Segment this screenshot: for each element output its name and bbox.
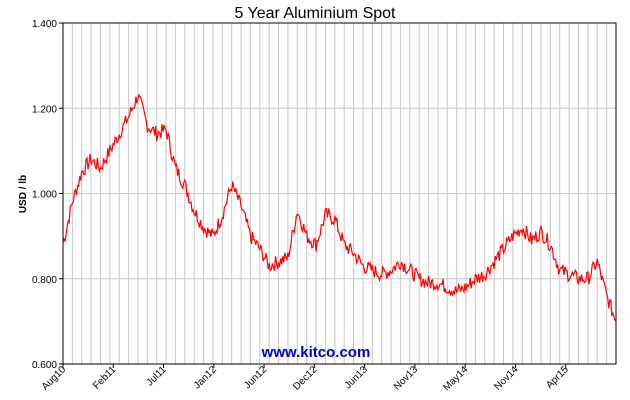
y-tick-label: 1.400 — [32, 19, 57, 30]
y-tick-label: 0.800 — [32, 275, 57, 286]
y-tick-label: 0.600 — [32, 360, 57, 371]
x-tick-label: Jun12 — [242, 364, 269, 391]
y-tick-label: 1.200 — [32, 104, 57, 115]
x-tick-label: Jan12 — [192, 364, 219, 391]
x-axis-ticks: Aug10 Feb11 Jul11 Jan12 Jun12 Dec12 Jun13 Nov13… — [40, 364, 571, 393]
x-tick-label: Jun13 — [343, 364, 370, 391]
x-tick-label: Nov14 — [492, 364, 521, 393]
watermark: www.kitco.com — [261, 344, 371, 361]
x-tick-label: Dec12 — [291, 364, 320, 393]
y-axis-label: USD / lb — [18, 175, 29, 213]
y-tick-label: 1.000 — [32, 190, 57, 201]
x-tick-label: Jul11 — [145, 364, 169, 388]
x-tick-label: Nov13 — [392, 364, 421, 393]
chart-title: 5 Year Aluminium Spot — [235, 5, 397, 22]
x-tick-label: Apr15 — [544, 364, 571, 391]
price-series-line — [62, 93, 617, 322]
y-axis-ticks: 0.600 0.800 1.000 1.200 1.400 — [32, 19, 63, 371]
x-tick-label: May14 — [441, 364, 470, 393]
grid-lines — [62, 22, 617, 365]
x-tick-label: Feb11 — [91, 364, 119, 392]
